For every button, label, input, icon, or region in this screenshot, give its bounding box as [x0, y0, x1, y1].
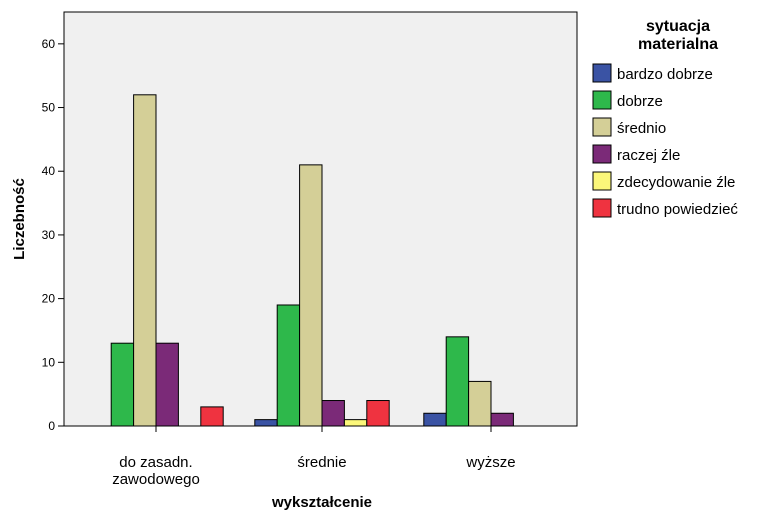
bar: [468, 380, 492, 427]
y-tick-label: 50: [42, 101, 56, 115]
bar: [445, 336, 470, 427]
bar: [343, 419, 368, 427]
bar: [200, 406, 224, 427]
y-axis: 0 10 20 30 40 50 60: [42, 37, 64, 433]
legend-label: raczej źle: [617, 147, 680, 164]
bar: [110, 342, 135, 427]
legend-title: sytuacja materialna: [638, 18, 718, 53]
legend-swatch: [592, 171, 612, 191]
bar: [321, 400, 345, 427]
bar: [155, 342, 179, 427]
x-tick-label: wyższe: [465, 454, 515, 471]
y-tick-label: 0: [48, 419, 55, 433]
bar: [423, 412, 447, 427]
legend-label: bardzo dobrze: [617, 66, 713, 83]
bars: [64, 94, 577, 427]
legend-label: średnio: [617, 120, 666, 137]
y-tick-label: 40: [42, 164, 56, 178]
legend: sytuacja materialna bardzo dobrze dobrze śre…: [592, 18, 738, 218]
legend-swatch: [592, 90, 612, 110]
x-tick-label: średnie: [297, 454, 346, 471]
legend-label: zdecydowanie źle: [617, 174, 735, 191]
legend-swatch: [592, 117, 612, 137]
legend-swatch: [592, 144, 612, 164]
bar: [366, 400, 390, 427]
y-tick-label: 10: [42, 355, 56, 369]
bar: [254, 419, 278, 427]
y-tick-label: 20: [42, 292, 56, 306]
y-tick-label: 30: [42, 228, 56, 242]
legend-label: trudno powiedzieć: [617, 201, 738, 218]
legend-swatch: [592, 198, 612, 218]
x-axis-title: wykształcenie: [271, 494, 372, 511]
bar: [276, 304, 301, 427]
bar: [490, 412, 514, 427]
legend-swatch: [592, 63, 612, 83]
y-tick-label: 60: [42, 37, 56, 51]
x-axis: do zasadn. zawodowego średnie wyższe: [112, 426, 516, 488]
y-axis-title: Liczebność: [11, 178, 28, 260]
x-tick-label: do zasadn. zawodowego: [112, 454, 200, 488]
bar: [299, 164, 323, 427]
bar: [133, 94, 157, 427]
legend-label: dobrze: [617, 93, 663, 110]
